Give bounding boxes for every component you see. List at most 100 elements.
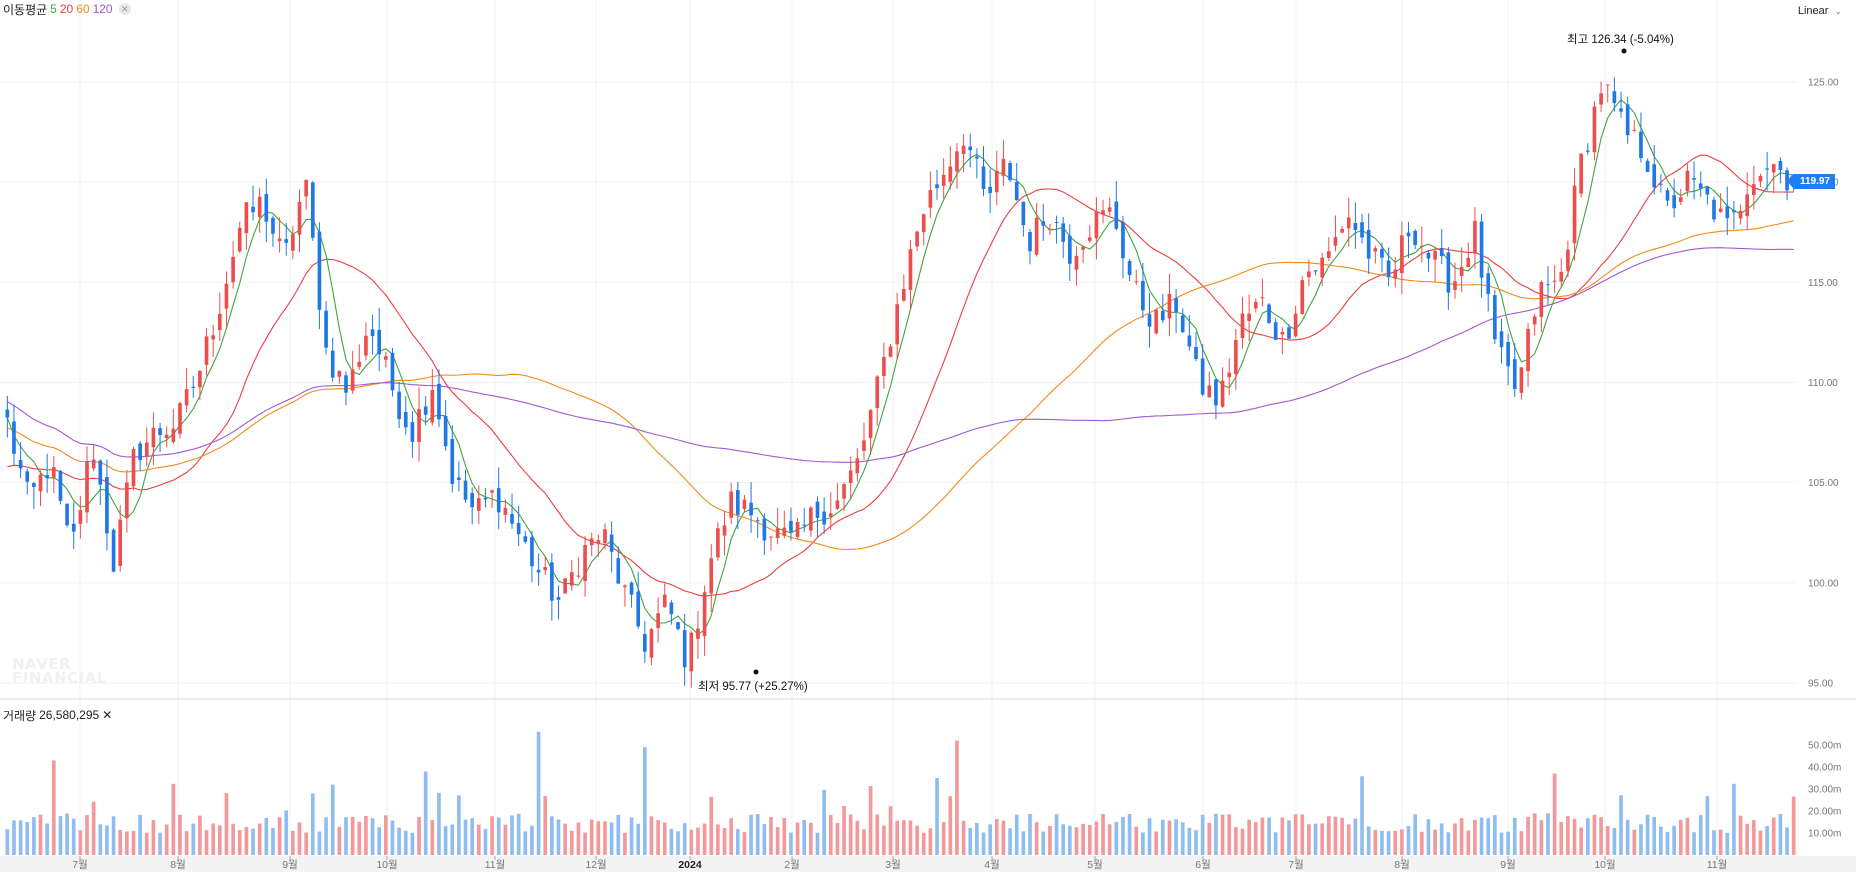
candle-body: [1439, 247, 1444, 257]
candle-body: [470, 493, 474, 508]
volume-bar: [1094, 821, 1099, 855]
candle-body: [1592, 106, 1597, 153]
volume-bar: [410, 832, 415, 855]
candle-body: [762, 518, 767, 541]
volume-bar: [855, 820, 860, 855]
volume-bar: [483, 828, 488, 855]
volume-bar: [324, 817, 328, 855]
candle-body: [868, 409, 873, 439]
candle-body: [1247, 313, 1251, 321]
scale-toggle-label: Linear: [1797, 5, 1829, 17]
candle-body: [1459, 266, 1464, 277]
volume-bar: [403, 830, 408, 855]
volume-bar: [563, 823, 567, 855]
candle-body: [1048, 229, 1052, 231]
candle-body: [735, 490, 740, 515]
candle-body: [264, 194, 269, 222]
candle-body: [1028, 232, 1032, 252]
candle-body: [1758, 175, 1763, 182]
candle-body: [1101, 210, 1105, 215]
volume-bar: [5, 829, 10, 855]
volume-bar: [1546, 813, 1550, 855]
volume-bar: [244, 827, 249, 855]
volume-bar: [1393, 830, 1398, 855]
candle-body: [1625, 104, 1630, 136]
volume-bar: [1592, 814, 1597, 855]
candle-body: [1738, 210, 1743, 219]
candle-body: [211, 335, 216, 340]
candle-body: [1413, 230, 1417, 245]
candle-body: [1546, 284, 1550, 286]
volume-bar: [1081, 823, 1085, 855]
volume-bar: [1499, 832, 1504, 855]
candle-body: [1579, 153, 1584, 194]
candle-body: [755, 520, 760, 522]
close-icon[interactable]: ✕: [102, 708, 113, 722]
candle-body: [1433, 251, 1437, 260]
volume-bar: [1021, 831, 1026, 855]
volume-bar: [1220, 814, 1225, 855]
candle-body: [244, 202, 249, 234]
candle-body: [1087, 237, 1092, 241]
volume-bar: [184, 831, 189, 855]
candle-body: [1041, 221, 1046, 226]
volume-bar: [1778, 813, 1783, 855]
naver-financial-logo: NAVER FINANCIAL: [12, 655, 107, 687]
volume-bar: [848, 814, 853, 855]
time-tick-label: 4월: [984, 859, 1000, 871]
candle-body: [1479, 221, 1484, 278]
volume-bar: [961, 820, 966, 855]
volume-bar: [1718, 829, 1723, 855]
volume-tick-label: 50.00m: [1808, 741, 1841, 752]
legend-ma-20[interactable]: 20: [59, 2, 74, 16]
volume-bar: [111, 816, 116, 855]
volume-bar: [364, 815, 368, 855]
volume-bar: [1333, 816, 1338, 855]
candle-body: [1167, 293, 1172, 319]
candle-body: [231, 256, 235, 283]
candle-body: [78, 510, 83, 524]
candle-body: [682, 630, 687, 668]
time-tick-label: 2월: [784, 859, 800, 871]
candle-body: [689, 632, 694, 672]
candle-body: [1353, 222, 1358, 230]
volume-bar: [696, 827, 700, 855]
volume-bar: [1765, 826, 1769, 855]
candle-body: [1207, 385, 1212, 398]
candle-body: [848, 470, 853, 484]
candle-body: [51, 467, 56, 478]
candle-body: [1320, 257, 1325, 278]
volume-bar: [224, 793, 229, 855]
candle-body: [98, 460, 103, 485]
volume-bar: [530, 825, 534, 855]
legend-ma-60[interactable]: 60: [76, 2, 90, 16]
volume-bar: [749, 814, 753, 855]
candle-body: [390, 352, 395, 391]
volume-bar: [583, 832, 587, 855]
candle-body: [184, 389, 189, 406]
candle-body: [709, 558, 714, 594]
volume-bars: [5, 731, 1796, 855]
legend-ma-120[interactable]: 120: [92, 2, 113, 16]
volume-bar: [437, 792, 441, 855]
volume-bar: [1087, 824, 1092, 855]
volume-bar: [1034, 822, 1039, 855]
candle-body: [1360, 222, 1364, 238]
candle-body: [125, 482, 129, 519]
volume-bar: [1659, 826, 1663, 855]
price-tick-label: 110.00: [1808, 378, 1838, 389]
volume-bar: [682, 823, 687, 855]
candle-body: [716, 528, 720, 558]
scale-toggle-button[interactable]: Linear ⌄: [1798, 5, 1842, 17]
legend-ma-5[interactable]: 5: [50, 2, 57, 16]
candle-body: [1114, 201, 1119, 229]
candle-body: [1752, 184, 1756, 196]
close-icon[interactable]: ✕: [118, 3, 131, 15]
candle-body: [1585, 150, 1590, 152]
candle-body: [437, 383, 441, 420]
volume-bar: [45, 823, 49, 855]
candle-body: [1765, 168, 1769, 170]
candle-body: [1253, 301, 1258, 309]
candle-body: [251, 206, 255, 213]
